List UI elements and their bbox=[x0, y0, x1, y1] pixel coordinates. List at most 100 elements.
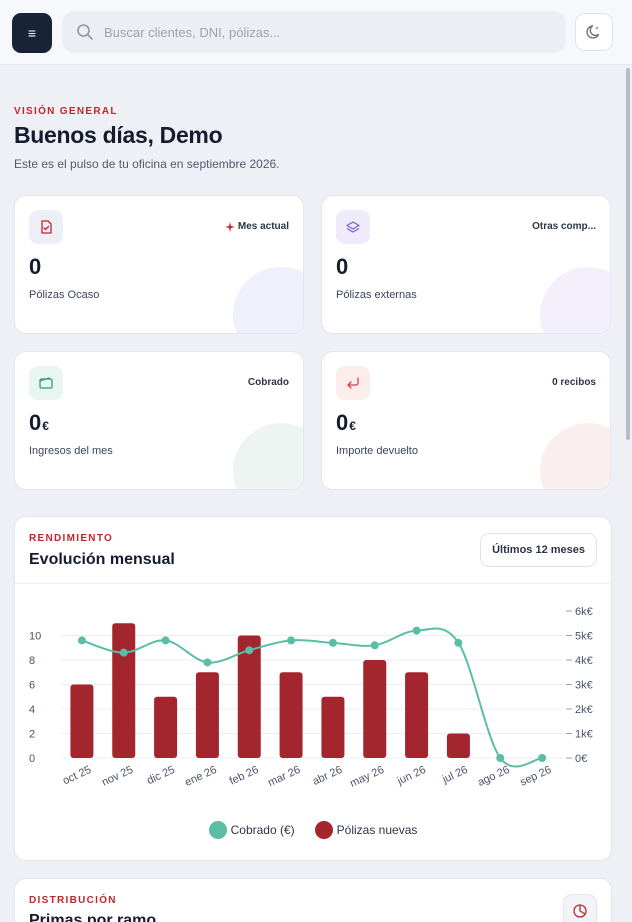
scrollbar[interactable] bbox=[626, 68, 630, 440]
card-decoration bbox=[540, 267, 610, 333]
stat-card-importe-devuelto[interactable]: 0 recibos 0€ Importe devuelto bbox=[321, 351, 611, 490]
sparkle-icon bbox=[224, 221, 235, 232]
left-axis-tick: 6 bbox=[29, 680, 35, 692]
right-axis-tick: 3k€ bbox=[575, 680, 593, 692]
page-subtitle: Este es el pulso de tu oficina en septie… bbox=[14, 157, 280, 171]
layers-icon bbox=[336, 210, 370, 244]
stat-label: Pólizas Ocaso bbox=[29, 289, 100, 301]
chart-legend: Cobrado (€) Pólizas nuevas bbox=[15, 821, 611, 839]
theme-toggle-button[interactable] bbox=[575, 13, 613, 51]
x-axis-tick: mar 26 bbox=[266, 764, 302, 789]
left-axis-tick: 10 bbox=[29, 631, 41, 643]
wallet-icon bbox=[29, 366, 63, 400]
distribution-eyebrow: DISTRIBUCIÓN bbox=[29, 895, 117, 906]
line-point bbox=[287, 636, 296, 645]
line-point bbox=[77, 636, 86, 645]
stat-card-polizas-externas[interactable]: Otras comp... 0 Pólizas externas bbox=[321, 195, 611, 334]
range-selector-button[interactable]: Últimos 12 meses bbox=[480, 533, 597, 567]
search-bar[interactable] bbox=[62, 11, 566, 53]
pie-chart-icon bbox=[573, 904, 587, 918]
chart-title: Evolución mensual bbox=[29, 551, 175, 568]
line-point bbox=[161, 636, 170, 645]
x-axis-tick: ene 26 bbox=[183, 764, 219, 789]
monthly-evolution-chart: 0 2 4 6 8 10 0€ 1k€ 2k€ 3k€ 4k€ 5k€ 6k€ oct 25 nov 25 d… bbox=[29, 606, 593, 790]
stat-label: Pólizas externas bbox=[336, 289, 417, 301]
menu-button[interactable]: ≡ bbox=[12, 13, 52, 53]
right-axis-tick: 4k€ bbox=[575, 655, 593, 667]
x-axis-tick: dic 25 bbox=[145, 764, 177, 787]
search-input[interactable] bbox=[104, 11, 544, 53]
right-axis-tick: 0€ bbox=[575, 753, 587, 765]
line-point bbox=[119, 648, 128, 657]
distribution-title: Primas por ramo bbox=[29, 912, 157, 922]
x-axis-tick: abr 26 bbox=[311, 764, 344, 788]
bar bbox=[279, 672, 303, 758]
stat-tag: 0 recibos bbox=[552, 377, 596, 388]
bar bbox=[195, 672, 219, 758]
right-axis-tick: 6k€ bbox=[575, 606, 593, 618]
card-decoration bbox=[233, 267, 303, 333]
stat-label: Ingresos del mes bbox=[29, 445, 113, 457]
legend-swatch bbox=[208, 821, 227, 839]
line-point bbox=[245, 646, 254, 655]
line-point bbox=[370, 641, 379, 650]
left-axis-tick: 0 bbox=[29, 753, 35, 765]
line-point bbox=[454, 638, 463, 647]
card-decoration bbox=[540, 423, 610, 489]
stat-value: 0€ bbox=[336, 410, 356, 435]
left-axis-tick: 8 bbox=[29, 655, 35, 667]
legend-item-polizas[interactable]: Pólizas nuevas bbox=[314, 821, 417, 839]
performance-eyebrow: RENDIMIENTO bbox=[29, 533, 114, 544]
distribution-card: DISTRIBUCIÓN Primas por ramo bbox=[14, 878, 612, 922]
line-point bbox=[203, 658, 212, 667]
x-axis-tick: feb 26 bbox=[228, 764, 261, 788]
pie-chart-button[interactable] bbox=[563, 894, 597, 922]
divider bbox=[15, 583, 611, 584]
bar bbox=[237, 635, 261, 758]
line-point bbox=[538, 754, 547, 762]
x-axis-tick: jun 26 bbox=[395, 764, 428, 788]
x-axis-tick: jul 26 bbox=[440, 764, 470, 786]
bar bbox=[405, 672, 429, 758]
bar bbox=[363, 660, 387, 758]
page-title: Buenos días, Demo bbox=[14, 122, 223, 148]
stat-tag: Cobrado bbox=[247, 377, 289, 388]
line-point bbox=[412, 626, 421, 635]
right-axis-tick: 5k€ bbox=[575, 631, 593, 643]
bar bbox=[112, 623, 136, 758]
stat-value: 0 bbox=[29, 254, 42, 279]
bar bbox=[446, 733, 470, 758]
stat-tag: Otras comp... bbox=[532, 221, 596, 232]
card-decoration bbox=[233, 423, 303, 489]
left-axis-tick: 2 bbox=[29, 729, 35, 741]
x-axis-tick: nov 25 bbox=[100, 764, 135, 789]
stat-value: 0 bbox=[336, 254, 349, 279]
stat-value: 0€ bbox=[29, 410, 49, 435]
x-axis-tick: sep 26 bbox=[518, 764, 553, 789]
search-icon bbox=[77, 24, 93, 40]
line-point bbox=[328, 638, 337, 647]
right-axis-tick: 1k€ bbox=[575, 729, 593, 741]
stat-label: Importe devuelto bbox=[336, 445, 418, 457]
performance-card: RENDIMIENTO Evolución mensual Últimos 12… bbox=[14, 516, 612, 861]
stat-card-polizas-ocaso[interactable]: Mes actual 0 Pólizas Ocaso bbox=[14, 195, 304, 334]
top-bar: ≡ bbox=[0, 0, 632, 65]
legend-swatch bbox=[314, 821, 333, 839]
left-axis-tick: 4 bbox=[29, 704, 35, 716]
bar bbox=[321, 696, 345, 758]
stat-tag: Mes actual bbox=[224, 221, 289, 232]
bar bbox=[70, 684, 94, 758]
overview-eyebrow: VISIÓN GENERAL bbox=[14, 106, 118, 117]
bar bbox=[154, 696, 178, 758]
menu-icon: ≡ bbox=[27, 25, 37, 41]
line-series bbox=[81, 627, 543, 768]
x-axis-tick: may 26 bbox=[348, 764, 386, 790]
legend-item-cobrado[interactable]: Cobrado (€) bbox=[208, 821, 295, 839]
return-arrow-icon bbox=[336, 366, 370, 400]
right-axis-tick: 2k€ bbox=[575, 704, 593, 716]
line-point bbox=[496, 754, 505, 762]
stat-card-ingresos[interactable]: Cobrado 0€ Ingresos del mes bbox=[14, 351, 304, 490]
moon-icon bbox=[586, 25, 600, 39]
x-axis-tick: ago 26 bbox=[476, 764, 512, 789]
x-axis-tick: oct 25 bbox=[61, 764, 93, 788]
